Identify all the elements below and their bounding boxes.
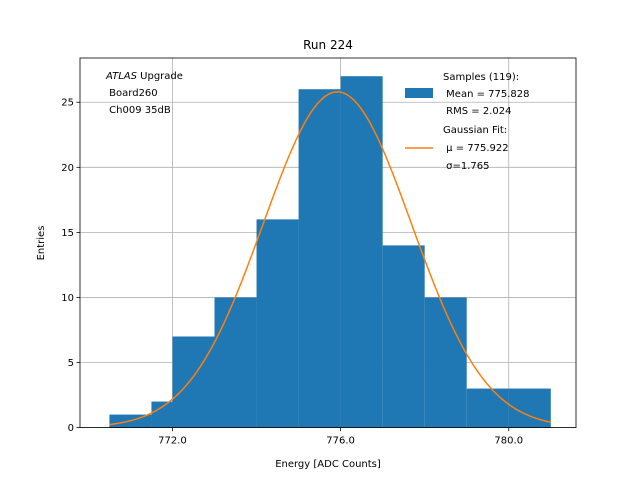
legend-fit-title: Gaussian Fit: [443, 125, 507, 136]
plot-frame [79, 57, 577, 429]
x-axis-ticks: 772.0 776.0 780.0 [158, 427, 523, 447]
histogram-bars [109, 76, 551, 428]
y-tick-label: 15 [61, 228, 74, 239]
atlas-label: ATLAS [105, 71, 138, 82]
legend-samples-rms: RMS = 2.024 [443, 106, 511, 117]
x-axis-label: Energy [ADC Counts] [275, 459, 381, 470]
legend-samples-title: Samples (119): [443, 72, 519, 83]
annotation-line-1: ATLAS Upgrade [105, 71, 183, 82]
histogram-bar [298, 89, 341, 428]
y-tick-label: 20 [61, 163, 74, 174]
legend-samples-swatch [405, 88, 433, 98]
y-tick-label: 0 [68, 423, 74, 434]
y-tick-label: 25 [61, 98, 74, 109]
annotation-channel: Ch009 35dB [106, 105, 171, 116]
histogram-bar [382, 245, 425, 428]
legend: Samples (119): Mean = 775.828 RMS = 2.02… [405, 72, 530, 172]
y-axis-label: Entries [36, 226, 47, 261]
upgrade-label: Upgrade [137, 71, 183, 82]
y-tick-label: 10 [61, 293, 74, 304]
x-tick-label: 776.0 [326, 436, 355, 447]
y-tick-label: 5 [68, 358, 74, 369]
annotation-board: Board260 [106, 88, 158, 99]
x-tick-label: 780.0 [494, 436, 523, 447]
histogram-bar [214, 297, 257, 428]
legend-fit-sigma: σ=1.765 [443, 161, 490, 172]
legend-fit-mu: μ = 775.922 [443, 143, 509, 154]
histogram-bar [151, 401, 173, 428]
atlas-annotation: ATLAS Upgrade Board260 Ch009 35dB [105, 71, 183, 116]
histogram-bar [466, 388, 509, 428]
gaussian-fit-curve [109, 91, 551, 426]
chart-title: Run 224 [303, 38, 353, 52]
legend-samples-mean: Mean = 775.828 [443, 89, 530, 100]
x-tick-label: 772.0 [158, 436, 187, 447]
histogram-bar [172, 336, 215, 428]
histogram-bar [340, 76, 383, 428]
y-axis-ticks: 0 5 10 15 20 25 [61, 98, 80, 434]
histogram-bar [424, 297, 467, 428]
histogram-bar [256, 219, 299, 428]
